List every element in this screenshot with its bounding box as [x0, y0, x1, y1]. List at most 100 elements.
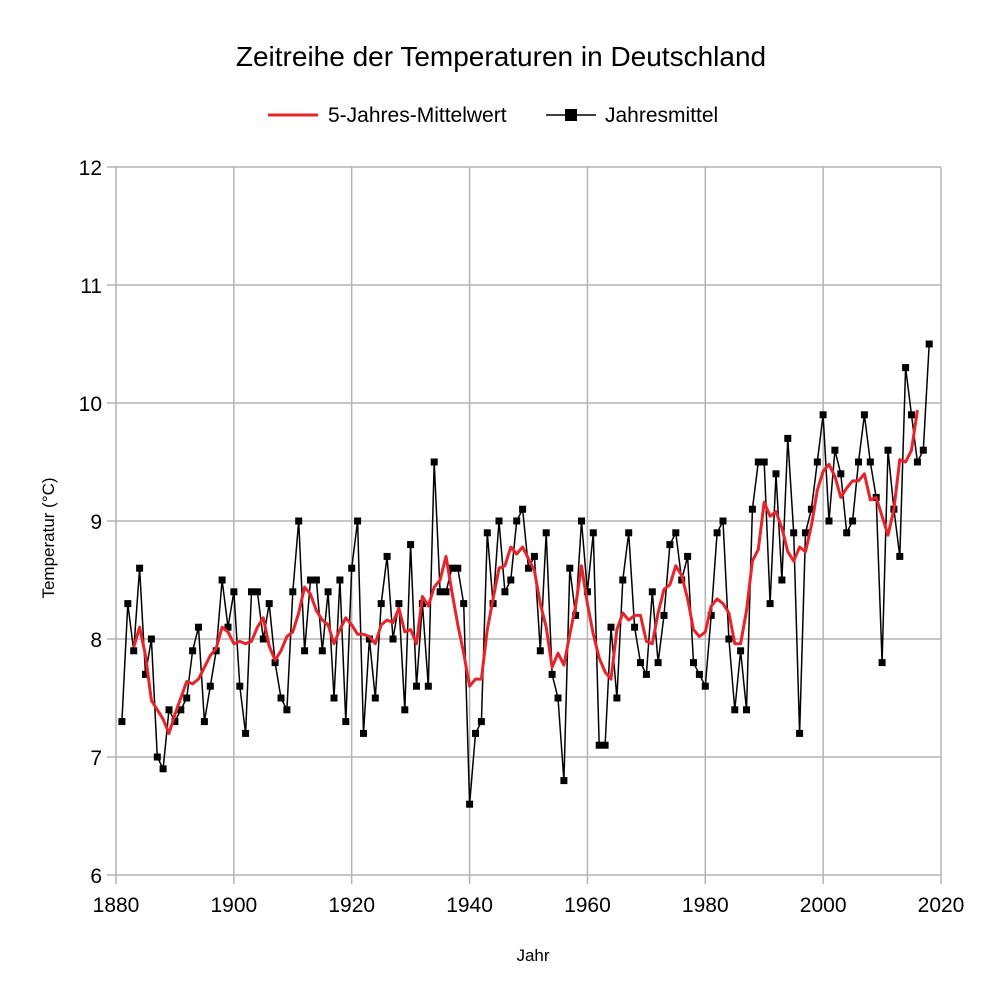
data-point-annual [843, 529, 851, 537]
legend-marker-annual [565, 109, 577, 121]
data-point-annual [684, 552, 692, 560]
data-point-annual [336, 576, 344, 584]
axes [107, 166, 942, 884]
legend-label-annual: Jahresmittel [605, 104, 718, 127]
data-point-annual [460, 600, 468, 608]
data-point-annual [248, 588, 255, 596]
data-point-annual [348, 564, 356, 572]
data-point-annual [654, 659, 662, 667]
data-point-annual [660, 611, 668, 619]
series-layer [118, 340, 933, 808]
data-point-annual [242, 729, 250, 737]
data-point-annual [784, 434, 792, 442]
data-point-annual [448, 564, 456, 572]
data-point-annual [283, 706, 291, 714]
data-point-annual [477, 718, 485, 726]
data-point-annual [153, 753, 161, 761]
data-point-annual [831, 446, 839, 454]
data-point-annual [354, 517, 362, 525]
data-point-annual [147, 635, 155, 643]
data-point-annual [672, 529, 680, 537]
data-point-annual [731, 706, 739, 714]
data-point-annual [766, 600, 774, 608]
data-point-annual [413, 682, 420, 690]
data-point-annual [289, 588, 297, 596]
legend-label-mean5: 5-Jahres-Mittelwert [328, 104, 507, 127]
y-axis-label: Temperatur (°C) [39, 477, 58, 598]
data-point-annual [365, 635, 373, 643]
x-tick-label: 1940 [446, 894, 493, 917]
data-point-annual [466, 800, 474, 808]
data-point-annual [536, 647, 544, 655]
data-point-annual [360, 729, 367, 737]
data-point-annual [371, 694, 379, 702]
data-point-annual [737, 647, 745, 655]
data-point-annual [401, 706, 409, 714]
data-point-annual [860, 411, 868, 419]
data-point-annual [713, 529, 721, 537]
data-point-annual [442, 588, 450, 596]
data-point-annual [619, 576, 627, 584]
x-tick-label: 2020 [918, 894, 965, 917]
data-point-annual [925, 340, 933, 348]
data-point-annual [195, 623, 202, 631]
data-point-annual [430, 458, 438, 466]
data-point-annual [896, 552, 904, 560]
data-point-annual [200, 718, 208, 726]
y-tick-label: 6 [90, 865, 102, 888]
data-point-annual [760, 458, 768, 466]
data-point-annual [919, 446, 927, 454]
data-point-annual [530, 552, 538, 560]
x-axis-label: Jahr [516, 946, 549, 965]
data-point-annual [424, 682, 432, 690]
x-tick-label: 1980 [682, 894, 729, 917]
data-point-annual [483, 529, 491, 537]
data-point-annual [130, 647, 138, 655]
data-point-annual [748, 505, 756, 513]
data-point-annual [813, 458, 821, 466]
y-tick-label: 10 [79, 393, 102, 416]
data-point-annual [259, 635, 267, 643]
data-point-annual [212, 647, 220, 655]
data-point-annual [666, 541, 674, 549]
data-point-annual [566, 564, 574, 572]
data-point-annual [519, 505, 527, 513]
data-point-annual [301, 647, 309, 655]
data-point-annual [495, 517, 503, 525]
data-point-annual [142, 670, 149, 678]
data-point-annual [908, 411, 915, 419]
data-point-annual [637, 659, 644, 667]
data-point-annual [389, 635, 397, 643]
data-point-annual [472, 729, 479, 737]
x-tick-label: 1880 [93, 894, 140, 917]
data-point-annual [177, 706, 185, 714]
y-tick-label: 7 [90, 747, 102, 770]
data-point-annual [554, 694, 562, 702]
data-point-annual [501, 588, 509, 596]
data-point-annual [796, 729, 804, 737]
data-point-annual [542, 529, 550, 537]
data-point-annual [342, 718, 350, 726]
data-point-annual [807, 505, 815, 513]
chart-title: Zeitreihe der Temperaturen in Deutschlan… [236, 41, 766, 72]
y-tick-label: 11 [80, 275, 102, 298]
data-point-annual [159, 765, 167, 773]
data-point-annual [884, 446, 892, 454]
data-point-annual [377, 600, 385, 608]
data-point-annual [124, 600, 132, 608]
grid [115, 166, 942, 876]
data-point-annual [277, 694, 285, 702]
x-tick-label: 1920 [328, 894, 375, 917]
y-tick-label: 8 [90, 629, 102, 652]
data-point-annual [224, 623, 232, 631]
data-point-annual [183, 694, 191, 702]
data-point-annual [572, 611, 580, 619]
data-point-annual [324, 588, 332, 596]
data-point-annual [772, 470, 780, 478]
data-point-annual [230, 588, 238, 596]
data-point-annual [171, 718, 179, 726]
data-point-annual [513, 517, 521, 525]
data-point-annual [330, 694, 338, 702]
data-point-annual [595, 741, 603, 749]
data-point-annual [560, 777, 568, 785]
